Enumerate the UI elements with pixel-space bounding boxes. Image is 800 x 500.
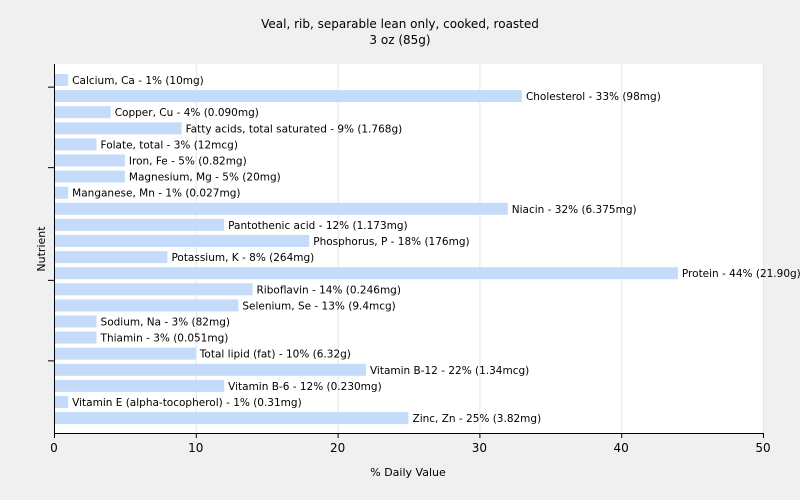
bar-label: Copper, Cu - 4% (0.090mg) (115, 107, 259, 119)
bar (55, 379, 225, 392)
bar (55, 218, 225, 231)
bar-label: Calcium, Ca - 1% (10mg) (72, 75, 204, 87)
bar-label: Fatty acids, total saturated - 9% (1.768… (186, 123, 403, 135)
bar (55, 138, 97, 151)
chart-title: Veal, rib, separable lean only, cooked, … (261, 17, 539, 31)
bars: Calcium, Ca - 1% (10mg) Cholesterol - 33%… (55, 74, 800, 425)
bar-label: Zinc, Zn - 25% (3.82mg) (413, 413, 542, 425)
bar-label: Riboflavin - 14% (0.246mg) (257, 284, 401, 296)
bar-label: Vitamin E (alpha-tocopherol) - 1% (0.31m… (72, 397, 302, 409)
x-tick-label: 30 (472, 441, 487, 455)
bar (55, 90, 522, 103)
bar-label: Niacin - 32% (6.375mg) (512, 204, 637, 216)
bar-label: Sodium, Na - 3% (82mg) (101, 317, 230, 329)
bar (55, 267, 678, 280)
chart-subtitle: 3 oz (85g) (369, 33, 430, 47)
plot-area (54, 64, 763, 433)
bar-label: Phosphorus, P - 18% (176mg) (313, 236, 469, 248)
bar-label: Thiamin - 3% (0.051mg) (100, 333, 229, 345)
bar-label: Iron, Fe - 5% (0.82mg) (129, 156, 247, 168)
bar-label: Potassium, K - 8% (264mg) (171, 252, 314, 264)
x-tick-label: 40 (614, 441, 629, 455)
bar (55, 74, 69, 86)
bar (55, 412, 409, 425)
bar (55, 363, 366, 376)
bar (55, 396, 69, 408)
bar-label: Folate, total - 3% (12mcg) (101, 139, 238, 151)
bar-label: Vitamin B-6 - 12% (0.230mg) (228, 381, 382, 393)
bar (55, 106, 111, 119)
bar-label: Cholesterol - 33% (98mg) (526, 91, 661, 103)
x-tick-label: 20 (330, 441, 345, 455)
bar (55, 283, 253, 296)
bar (55, 347, 196, 360)
x-tick-label: 50 (755, 441, 770, 455)
bar (55, 331, 97, 344)
bar (55, 251, 168, 264)
bar-label: Protein - 44% (21.90g) (682, 268, 800, 280)
bar-label: Manganese, Mn - 1% (0.027mg) (72, 188, 240, 200)
bar (55, 186, 69, 199)
x-tick-label: 0 (50, 441, 58, 455)
bar-label: Total lipid (fat) - 10% (6.32g) (199, 349, 351, 361)
bar (55, 299, 239, 312)
axes: 0 10 20 30 40 50 (48, 64, 771, 455)
bar-label: Pantothenic acid - 12% (1.173mg) (228, 220, 407, 232)
bar (55, 154, 125, 167)
bar (55, 235, 310, 247)
bar-label: Selenium, Se - 13% (9.4mcg) (242, 300, 395, 312)
x-tick-label: 10 (188, 441, 203, 455)
bar (55, 315, 97, 328)
bar (55, 122, 182, 135)
x-axis-title: % Daily Value (370, 466, 446, 479)
bar (55, 202, 508, 215)
bar-label: Vitamin B-12 - 22% (1.34mcg) (370, 365, 529, 377)
bar (55, 170, 125, 183)
bar-label: Magnesium, Mg - 5% (20mg) (129, 172, 281, 184)
y-axis-title: Nutrient (35, 226, 48, 272)
